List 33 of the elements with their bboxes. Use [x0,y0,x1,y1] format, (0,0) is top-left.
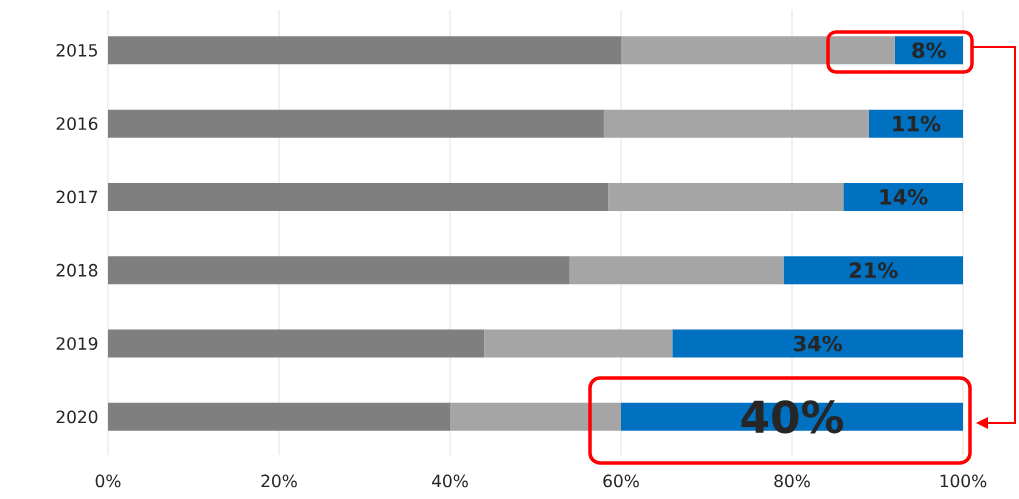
bar [108,182,609,211]
data-label: 14% [880,189,928,205]
y-tick-label: 2019 [56,337,98,350]
x-tick-label: 40% [432,474,468,488]
x-tick-label: 0% [95,474,121,488]
y-tick-label: 2020 [56,410,98,424]
x-tick-label: 60% [603,474,639,488]
x-tick-label: 20% [261,474,297,488]
data-label: 21% [849,262,898,279]
x-tick-label: 80% [774,474,810,488]
bar [108,402,451,431]
data-label: 11% [893,115,941,132]
y-tick-label: 2016 [56,117,98,131]
bar [108,109,604,138]
bar [608,182,844,211]
bar [603,109,869,138]
data-label: 8% [912,42,946,59]
bar [843,182,964,211]
bar [672,329,964,358]
data-label: 40% [741,400,844,434]
bar [108,256,570,285]
data-label: 34% [794,335,843,352]
x-tick-label: 100% [940,474,987,488]
y-tick-label: 2018 [56,263,98,277]
bar [569,256,784,285]
bar [108,36,622,65]
y-tick-label: 2015 [56,43,97,57]
bar [108,329,485,358]
bar [484,329,673,358]
y-tick-label: 2017 [56,190,98,204]
bar [783,256,964,285]
bar [450,402,622,431]
bar [621,36,895,65]
